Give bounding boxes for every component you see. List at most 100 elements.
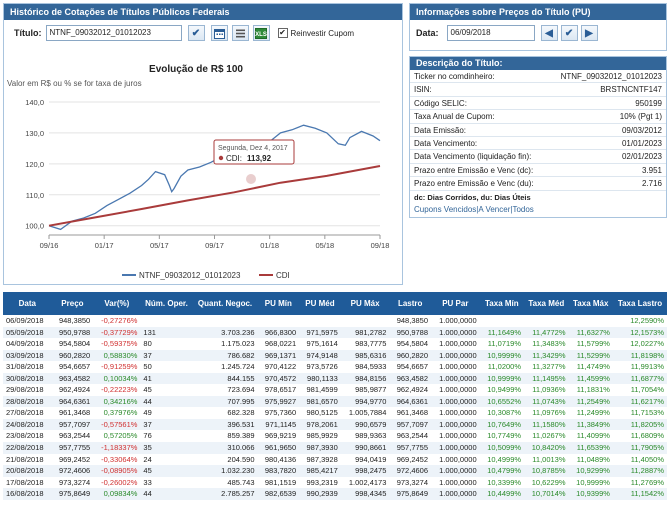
table-cell: 0,10034% [93, 372, 141, 385]
excel-export-button[interactable]: XLS [252, 25, 270, 41]
table-cell: 971,5975 [299, 326, 341, 339]
x-tick-label: 09/17 [205, 241, 224, 250]
next-date-button[interactable]: ▶ [580, 25, 598, 41]
table-cell: 966,8300 [257, 326, 300, 339]
table-cell: 41 [140, 372, 193, 385]
table-cell: 950,9788 [389, 326, 432, 339]
calendar-button[interactable] [210, 25, 228, 41]
table-cell: 11,2549% [568, 395, 613, 408]
column-header[interactable]: PU Máx [340, 292, 390, 315]
table-cell: 975,9927 [257, 395, 300, 408]
column-header[interactable]: PU Méd [299, 292, 341, 315]
table-cell: 1.000,0000 [431, 372, 480, 385]
chart-tooltip: Segunda, Dez 4, 2017 CDI: 113,92 [213, 139, 295, 165]
titulo-label: Título: [14, 28, 42, 38]
table-row: 17/08/2018 973,3274 -0,26002% 33 485.743 981,… [3, 477, 667, 489]
table-row: 28/08/2018 964,6361 0,34216% 44 707.995 975,9… [3, 395, 667, 408]
table-cell: -0,26002% [101, 477, 138, 487]
column-header[interactable]: Lastro [389, 292, 432, 315]
table-cell: 10,4799% [479, 465, 525, 477]
table-row: 03/09/2018 960,2820 0,58830% 37 786.682 969,1… [3, 349, 667, 362]
table-cell: 975,8649 [51, 488, 94, 500]
table-cell: -0,27276% [101, 316, 138, 325]
table-cell: 10,6552% [479, 395, 525, 408]
table-cell: 786.682 [192, 349, 258, 362]
table-cell: 1.000,0000 [439, 408, 477, 418]
description-note: dc: Dias Corridos, du: Dias Úteis [414, 192, 531, 202]
column-header[interactable]: Quant. Negoc. [192, 292, 258, 315]
column-header[interactable]: Taxa Méd [524, 292, 569, 315]
table-cell: 968,0221 [264, 339, 297, 349]
table-cell: 28/08/2018 [3, 395, 52, 408]
link-cupons-vencidos[interactable]: Cupons Vencidos [414, 204, 477, 214]
table-cell: 982,6539 [257, 488, 300, 500]
column-header[interactable]: PU Par [431, 292, 480, 315]
table-cell: 1.000,0000 [439, 316, 477, 325]
table-cell: 980,1133 [299, 372, 341, 385]
date-input[interactable]: 06/09/2018 [446, 25, 535, 41]
table-cell: -1,18337% [93, 442, 141, 454]
description-row: Prazo entre Emissão e Venc (du): 2.716 [410, 177, 666, 191]
table-cell: 310.066 [192, 442, 258, 454]
table-cell: 1.005,7884 [348, 408, 387, 418]
table-row: 20/08/2018 972,4606 -0,08905% 45 1.032.230 98… [3, 465, 667, 477]
description-rows: Ticker no comdinheiro: NTNF_09032012_0101… [410, 70, 666, 191]
reinvest-checkbox[interactable]: ✔ [277, 28, 288, 38]
table-cell: 961,3468 [58, 408, 91, 418]
table-cell: 981,4599 [306, 385, 338, 395]
column-header[interactable]: Núm. Oper. [140, 292, 193, 315]
x-tick-label: 01/17 [95, 241, 114, 250]
y-tick-label: 120,0 [25, 160, 44, 169]
table-cell: 970,4572 [257, 372, 300, 385]
table-cell: -0,22223% [101, 385, 138, 395]
table-cell: 972,4606 [389, 465, 432, 477]
table-cell: 11,0267% [532, 431, 566, 441]
column-header[interactable]: Preço [51, 292, 94, 315]
description-row: ISIN: BRSTNCNTF147 [410, 83, 666, 97]
table-cell: 24 [143, 454, 152, 464]
table-cell: 950,9788 [51, 326, 94, 339]
table-cell: 12,0227% [630, 339, 664, 349]
table-body: 06/09/2018 948,3850 -0,27276% 948,3850 1.000… [3, 315, 667, 500]
table-cell: -0,91259% [101, 362, 138, 372]
table-cell: 969,2452 [58, 454, 91, 464]
confirm-button[interactable]: ✔ [187, 25, 205, 41]
column-header[interactable]: Data [3, 292, 52, 315]
table-cell: 969,9219 [264, 431, 297, 441]
titulo-input[interactable]: NTNF_09032012_01012023 [45, 25, 182, 41]
table-cell: 11,0743% [524, 395, 569, 408]
column-header[interactable]: Taxa Máx [568, 292, 613, 315]
column-header[interactable]: PU Mín [257, 292, 300, 315]
table-cell: 975,8649 [389, 488, 432, 500]
table-header: Data Preço Var(%) Núm. Oper. Quant. Negoc. PU… [3, 292, 667, 315]
list-button[interactable] [231, 25, 249, 41]
table-cell: 1.000,0000 [431, 349, 480, 362]
table-cell: 11,3849% [568, 418, 613, 431]
table-cell: 11,6217% [612, 395, 667, 408]
history-panel: Histórico de Cotações de Títulos Público… [3, 3, 403, 285]
table-cell: 1.245.724 [221, 362, 255, 372]
chart-title: Evolução de R$ 100 [149, 64, 243, 75]
table-cell: 20/08/2018 [3, 465, 52, 477]
table-cell: 1.000,0000 [439, 454, 477, 464]
table-cell: 1.000,0000 [439, 339, 477, 349]
check-icon: ✔ [191, 27, 201, 39]
table-cell: 11,0976% [532, 408, 566, 418]
prev-date-button[interactable]: ◀ [540, 25, 558, 41]
link-a-vencer[interactable]: A Vencer [478, 204, 511, 214]
table-row: 31/08/2018 954,6657 -0,91259% 50 1.245.724 97… [3, 361, 667, 373]
column-header[interactable]: Taxa Lastro [612, 292, 667, 315]
description-label: Data Emissão: [414, 125, 467, 135]
confirm-date-button[interactable]: ✔ [560, 25, 578, 41]
table-cell: 10,8420% [524, 442, 569, 454]
y-axis: 100,0 110,0 120,0 130,0 140,0 [25, 98, 44, 231]
column-header[interactable]: Taxa Mín [479, 292, 525, 315]
description-value: BRSTNCNTF147 [600, 85, 662, 95]
link-todos[interactable]: Todos [512, 204, 534, 214]
column-header[interactable]: Var(%) [93, 292, 141, 315]
description-value: 02/01/2023 [621, 152, 662, 162]
table-cell [140, 315, 192, 327]
table-cell: 975,1614 [306, 339, 338, 349]
table-cell: 11,1495% [524, 372, 569, 385]
description-label: Taxa Anual de Cupom: [414, 112, 495, 122]
